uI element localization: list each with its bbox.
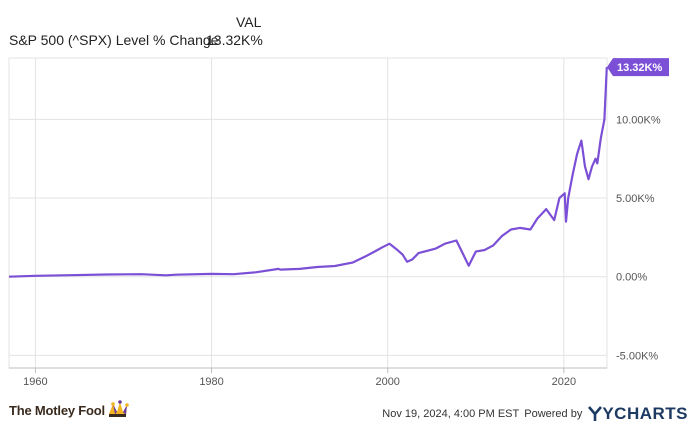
x-tick-label: 2020 bbox=[552, 376, 576, 388]
end-value-label-group: 13.32K% bbox=[607, 58, 669, 77]
grid-lines bbox=[8, 57, 608, 369]
series-line bbox=[8, 67, 608, 278]
y-tick-label: 0.00% bbox=[616, 272, 647, 284]
end-value-label: 13.32K% bbox=[617, 62, 662, 74]
timestamp: Nov 19, 2024, 4:00 PM EST bbox=[382, 408, 520, 420]
footer: The Motley Fool Nov 19, 2024, 4:00 PM ES… bbox=[0, 396, 700, 428]
y-axis: -5.00K% 0.00% 5.00K% 10.00K% bbox=[616, 114, 661, 362]
series-layer bbox=[8, 67, 608, 278]
plot-frame bbox=[8, 57, 608, 369]
chart-legend: VAL S&P 500 (^SPX) Level % Change 13.32K… bbox=[0, 0, 700, 52]
legend-column-header: VAL bbox=[236, 14, 262, 30]
x-tick-label: 1980 bbox=[199, 376, 223, 388]
brand-name: The Motley Fool bbox=[9, 402, 105, 418]
line-chart: -5.00K% 0.00% 5.00K% 10.00K% 1960 1980 2000 20… bbox=[8, 57, 669, 388]
x-tick-label: 1960 bbox=[23, 376, 47, 388]
x-axis bbox=[9, 367, 607, 373]
powered-by-text: Powered by bbox=[524, 408, 583, 420]
ycharts-y-icon bbox=[588, 406, 603, 421]
end-value-label-bg bbox=[607, 58, 669, 77]
ycharts-logo[interactable]: YCHARTS bbox=[588, 404, 688, 424]
legend-series-name[interactable]: S&P 500 (^SPX) Level % Change bbox=[9, 32, 219, 48]
brand-logo[interactable]: The Motley Fool bbox=[9, 400, 129, 420]
y-tick-label: 10.00K% bbox=[616, 114, 661, 126]
y-tick-label: -5.00K% bbox=[616, 350, 658, 362]
x-tick-label: 2000 bbox=[375, 376, 399, 388]
x-axis-ticks: 1960 1980 2000 2020 bbox=[23, 376, 576, 388]
jester-hat-icon bbox=[108, 400, 129, 417]
y-tick-label: 5.00K% bbox=[616, 193, 655, 205]
chart-credit: Nov 19, 2024, 4:00 PM EST Powered by YCH… bbox=[382, 404, 688, 424]
legend-series-value: 13.32K% bbox=[206, 32, 263, 48]
ycharts-wordmark: YCHARTS bbox=[602, 404, 688, 423]
